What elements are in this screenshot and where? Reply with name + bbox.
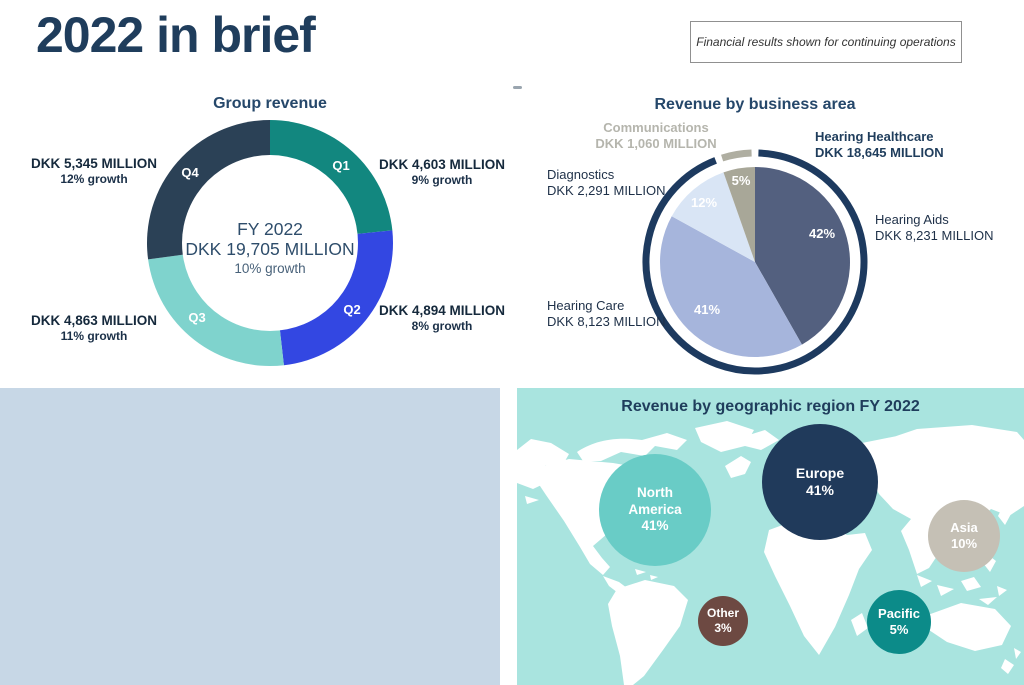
- note-text: Financial results shown for continuing o…: [696, 35, 956, 49]
- diagnostics-amount: DKK 2,291 MILLION: [547, 182, 666, 198]
- q4-growth: 12% growth: [60, 172, 128, 186]
- note-box: Financial results shown for continuing o…: [690, 21, 962, 63]
- q2-growth: 8% growth: [411, 319, 473, 333]
- geo-title: Revenue by geographic region FY 2022: [621, 398, 920, 415]
- hearing-aids-callout: Hearing Aids DKK 8,231 MILLION: [875, 212, 994, 243]
- other-pct: 3%: [714, 621, 732, 635]
- europe-name: Europe: [795, 464, 845, 481]
- business-area-title: Revenue by business area: [654, 96, 856, 113]
- donut-q1-label: Q1: [332, 158, 350, 173]
- slice-communications: [723, 167, 755, 262]
- donut-center-line2: DKK 19,705 MILLION: [185, 239, 355, 259]
- group-revenue-donut-chart: [147, 120, 393, 366]
- communications-pct: 5%: [731, 173, 751, 188]
- slice-hearing-care: [660, 216, 802, 357]
- pacific-name: Pacific: [878, 605, 920, 621]
- q4-amount: DKK 5,345 MILLION: [30, 156, 158, 171]
- q3-growth: 11% growth: [60, 329, 128, 343]
- page-title: 2022 in brief: [36, 7, 316, 63]
- diagnostics-name: Diagnostics: [547, 167, 615, 182]
- hearing-healthcare-name: Hearing Healthcare: [815, 129, 934, 144]
- region-bubble-asia: Asia 10%: [928, 500, 1000, 572]
- ebit-panel: EBIT 3,207 DKK MILLION EBIT MARGIN 16.3%: [0, 388, 500, 685]
- hearing-care-callout: Hearing Care DKK 8,123 MILLION: [547, 298, 666, 329]
- hearing-aids-amount: DKK 8,231 MILLION: [875, 227, 994, 243]
- donut-q4-label: Q4: [181, 165, 199, 180]
- north-america-pct: 41%: [641, 518, 669, 534]
- communications-ring: [721, 149, 752, 162]
- slice-diagnostics: [671, 172, 755, 262]
- hearing-aids-name: Hearing Aids: [875, 212, 949, 227]
- group-revenue-title: Group revenue: [213, 95, 327, 112]
- diagnostics-callout: Diagnostics DKK 2,291 MILLION: [547, 167, 666, 198]
- business-area-pie-chart: [642, 149, 868, 375]
- donut-hole: [182, 155, 358, 331]
- hearing-healthcare-amount: DKK 18,645 MILLION: [815, 144, 944, 160]
- slice-hearing-aids: [755, 167, 851, 345]
- q1-amount: DKK 4,603 MILLION: [378, 157, 506, 172]
- north-america-name-line1: North: [637, 484, 673, 500]
- communications-callout: Communications DKK 1,060 MILLION: [571, 120, 741, 151]
- region-bubble-pacific: Pacific 5%: [867, 590, 931, 654]
- donut-q2-label: Q2: [343, 302, 361, 317]
- hearing-care-amount: DKK 8,123 MILLION: [547, 313, 666, 329]
- north-america-name-line2: America: [628, 501, 682, 517]
- dash-mark: [513, 86, 522, 89]
- pacific-pct: 5%: [889, 622, 909, 637]
- region-bubble-north-america: North America 41%: [599, 454, 711, 566]
- communications-name: Communications: [603, 120, 709, 135]
- region-bubble-other: Other 3%: [698, 596, 748, 646]
- geo-panel: Revenue by geographic region FY 2022 Nor…: [517, 388, 1024, 685]
- q4-callout: DKK 5,345 MILLION 12% growth: [9, 156, 179, 187]
- donut-q3-label: Q3: [188, 310, 206, 325]
- diagnostics-pct: 12%: [690, 195, 718, 210]
- q2-amount: DKK 4,894 MILLION: [378, 303, 506, 318]
- hearing-healthcare-callout: Hearing Healthcare DKK 18,645 MILLION: [815, 129, 944, 160]
- q1-callout: DKK 4,603 MILLION 9% growth: [357, 157, 527, 188]
- europe-pct: 41%: [805, 482, 835, 498]
- hearing-healthcare-ring: [642, 149, 868, 375]
- asia-pct: 10%: [950, 536, 978, 551]
- asia-name: Asia: [950, 519, 978, 535]
- q1-growth: 9% growth: [411, 173, 473, 187]
- hearing-care-pct: 41%: [693, 302, 721, 317]
- donut-center-line3: 10% growth: [234, 261, 306, 276]
- other-name: Other: [706, 606, 739, 620]
- q3-amount: DKK 4,863 MILLION: [30, 313, 158, 328]
- region-bubble-europe: Europe 41%: [762, 424, 878, 540]
- hearing-care-name: Hearing Care: [547, 298, 625, 313]
- donut-center-line1: FY 2022: [237, 219, 303, 239]
- communications-amount: DKK 1,060 MILLION: [595, 135, 717, 151]
- hearing-aids-pct: 42%: [808, 226, 836, 241]
- q3-callout: DKK 4,863 MILLION 11% growth: [9, 313, 179, 344]
- donut-center-label: FY 2022 DKK 19,705 MILLION 10% growth: [170, 219, 370, 278]
- q2-callout: DKK 4,894 MILLION 8% growth: [357, 303, 527, 334]
